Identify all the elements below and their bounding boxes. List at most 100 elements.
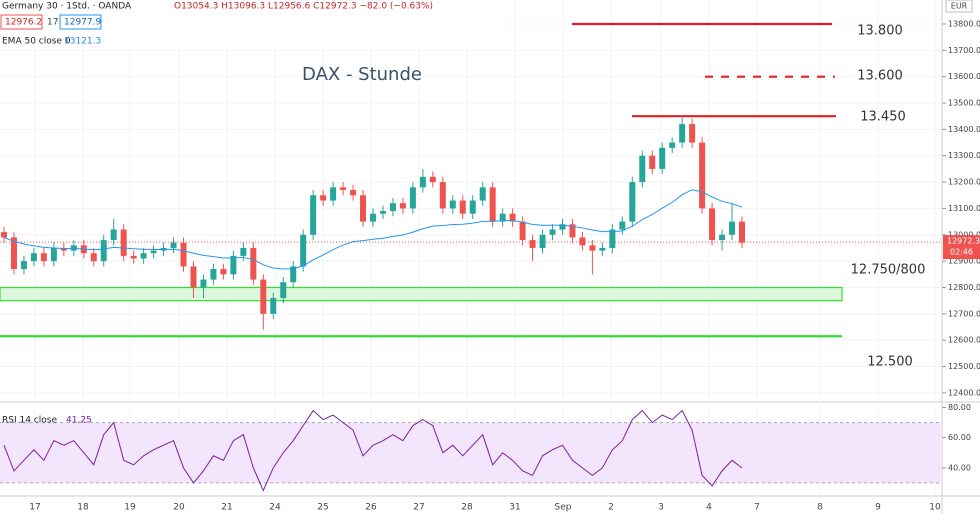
x-tick-label: 10: [929, 503, 941, 513]
x-tick-label: 3: [658, 503, 664, 513]
candle-body: [360, 195, 367, 222]
rsi-value: 41.25: [66, 416, 92, 426]
x-tick-label: Sep: [555, 503, 572, 513]
spread: 17: [47, 18, 58, 28]
candle-body: [180, 242, 187, 267]
candle-body: [320, 195, 327, 201]
candle-body: [140, 253, 147, 259]
x-tick-label: 19: [124, 503, 136, 513]
candle-body: [330, 187, 337, 201]
candle-body: [519, 221, 526, 241]
y-tick-label: 13300.0: [948, 151, 980, 160]
candle-body: [290, 266, 297, 283]
candle-body: [629, 182, 636, 222]
candle-body: [240, 247, 247, 256]
candle-body: [699, 142, 706, 209]
candle-body: [729, 221, 736, 235]
candle-body: [609, 229, 616, 248]
level-annotation: 12.500: [867, 355, 913, 370]
candle-body: [499, 213, 506, 222]
candle-body: [459, 200, 466, 214]
candle-body: [509, 213, 516, 222]
y-tick-label: 12600.0: [948, 336, 980, 345]
rsi-label: RSI 14 close: [2, 416, 57, 426]
candle-body: [1, 232, 7, 238]
candle-body: [469, 200, 476, 214]
candle-body: [100, 240, 107, 262]
ema-value: 13121.3: [64, 37, 101, 47]
candle-body: [719, 234, 726, 241]
candle-body: [419, 176, 426, 188]
x-tick-label: 24: [269, 503, 281, 513]
ema-label: EMA 50 close 0: [2, 37, 71, 47]
candle-body: [260, 279, 267, 314]
y-tick-label: 13600.0: [948, 72, 980, 81]
candle-body: [340, 187, 347, 190]
candle-body: [429, 176, 436, 183]
candle-body: [120, 229, 127, 256]
candle-body: [679, 124, 686, 143]
level-annotation: 13.450: [860, 110, 906, 125]
candle-body: [50, 247, 57, 262]
x-tick-label: 26: [365, 503, 377, 513]
ask-box: [59, 14, 102, 30]
candle-body: [230, 255, 237, 275]
x-tick-label: 31: [509, 503, 520, 513]
level-annotation: 12.750/800: [851, 263, 926, 278]
candle-body: [379, 211, 386, 214]
header-bg: [0, 0, 500, 48]
candle-body: [559, 224, 566, 230]
y-tick-label: 12400.0: [948, 388, 980, 397]
candle-body: [200, 279, 207, 288]
y-tick-label: 13200.0: [948, 178, 980, 187]
rsi-band: [0, 422, 942, 483]
candle-body: [549, 229, 556, 235]
bid-box: [0, 14, 43, 30]
candle-body: [310, 195, 317, 235]
x-tick-label: 20: [173, 503, 185, 513]
candle-body: [70, 245, 77, 251]
candle-body: [539, 234, 546, 248]
candle-body: [350, 189, 357, 196]
candle-body: [579, 237, 586, 246]
candle-body: [489, 187, 496, 222]
candle-body: [659, 147, 666, 169]
candle-body: [479, 187, 486, 201]
price-tag-value: 12972.3: [947, 237, 980, 246]
x-tick-label: 17: [29, 503, 40, 513]
candle-body: [619, 221, 626, 230]
symbol: Germany 30 · 1Std. · OANDA: [2, 2, 132, 12]
candle-body: [30, 253, 37, 262]
candle-body: [709, 208, 716, 241]
candle-body: [170, 242, 177, 248]
candle-body: [220, 269, 227, 275]
x-tick-label: 27: [413, 503, 424, 513]
y-tick-label: 13800.0: [948, 19, 980, 28]
x-tick-label: 18: [77, 503, 89, 513]
x-tick-label: 4: [706, 503, 712, 513]
candle-body: [449, 200, 456, 209]
candle-body: [649, 155, 656, 169]
candle-body: [60, 247, 67, 251]
candle-body: [10, 237, 17, 270]
bid: 12976.2: [5, 18, 42, 28]
y-tick-label: 12700.0: [948, 309, 980, 318]
x-tick-label: 2: [608, 503, 614, 513]
candle-body: [569, 224, 576, 238]
candle-body: [529, 240, 536, 248]
y-tick-label: 13000.0: [948, 230, 980, 239]
candle-body: [389, 203, 396, 212]
ema-line: [3, 189, 743, 270]
candle-body: [20, 261, 27, 270]
candle-body: [40, 253, 47, 262]
x-tick-label: 25: [317, 503, 328, 513]
currency-box: [945, 0, 973, 13]
rsi-tick-label: 40.00: [948, 463, 971, 472]
level-annotation: 13.800: [857, 24, 903, 39]
ask: 12977.9: [64, 18, 101, 28]
candle-body: [409, 187, 416, 209]
candle-body: [210, 269, 217, 280]
y-tick-label: 12500.0: [948, 362, 980, 371]
candle-body: [90, 253, 97, 262]
